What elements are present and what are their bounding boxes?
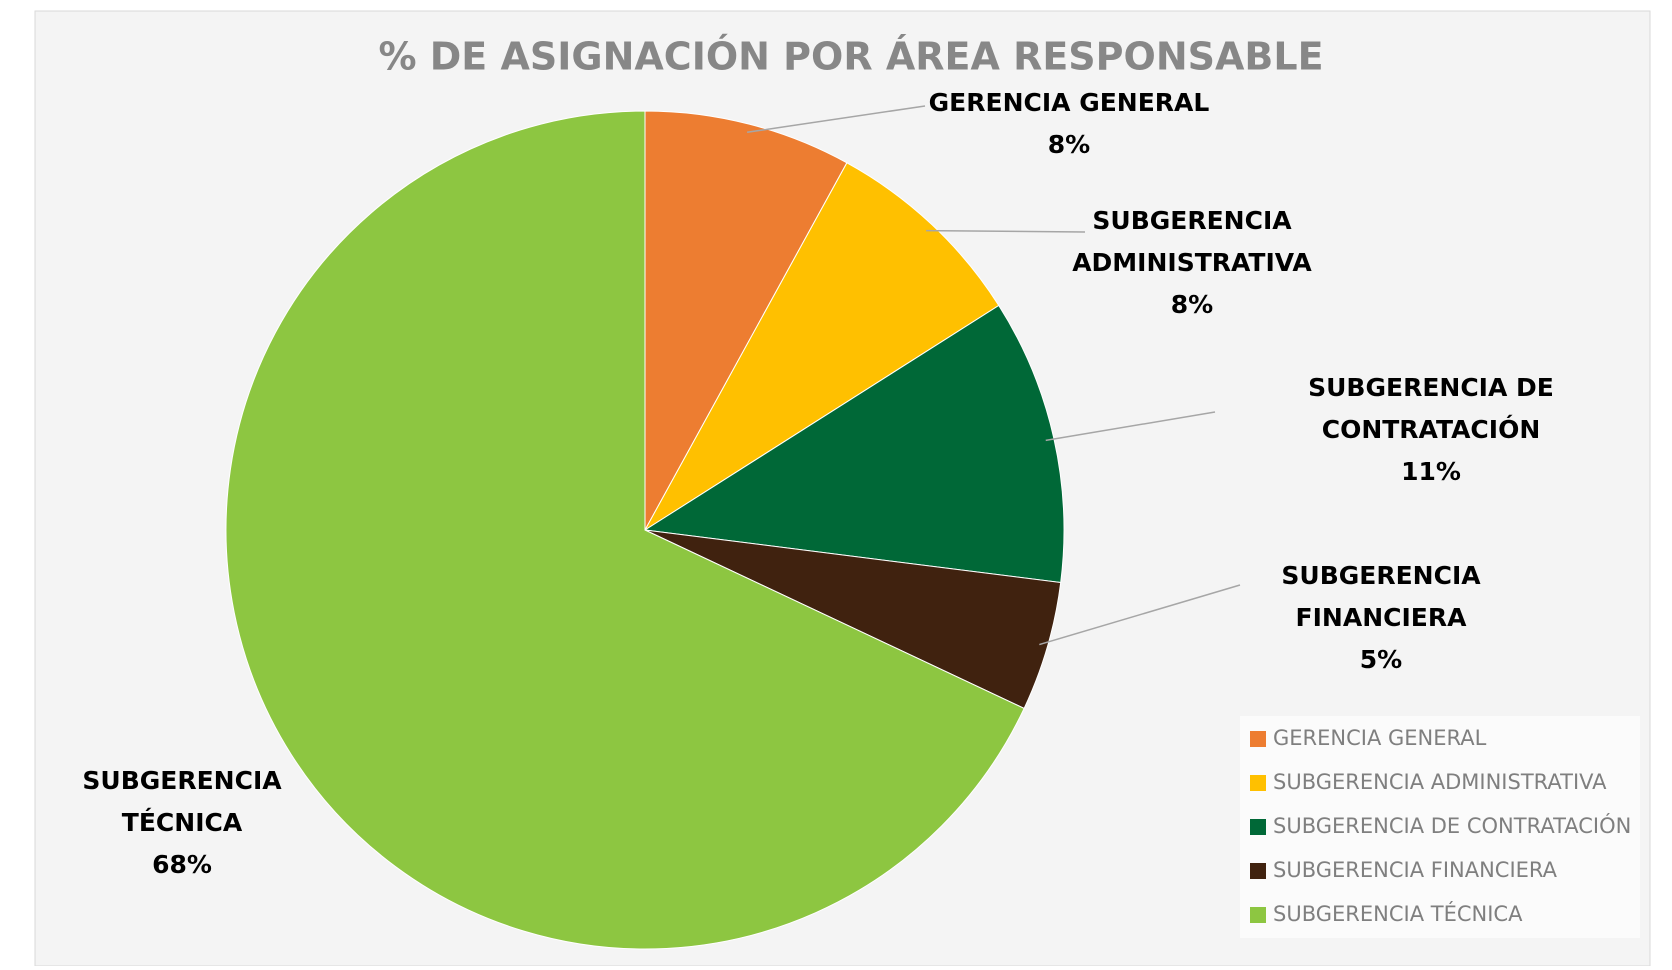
legend-label: GERENCIA GENERAL — [1273, 726, 1487, 750]
label-category: SUBGERENCIA DE CONTRATACIÓN — [1308, 373, 1554, 444]
pie-slice — [644, 162, 1000, 531]
label-category: SUBGERENCIA ADMINISTRATIVA — [1072, 206, 1312, 277]
label-category: SUBGERENCIA TÉCNICA — [82, 766, 282, 837]
leader-line — [747, 105, 926, 134]
data-label-box: GERENCIA GENERAL 8% — [859, 82, 1279, 166]
pie-slice — [225, 110, 1025, 950]
label-category: GERENCIA GENERAL — [928, 88, 1210, 117]
legend-label: SUBGERENCIA TÉCNICA — [1273, 901, 1523, 926]
data-label: SUBGERENCIA TÉCNICA 68% — [52, 760, 312, 886]
data-label-box: SUBGERENCIA TÉCNICA 68% — [52, 760, 312, 886]
legend-swatch — [1250, 731, 1266, 747]
legend-swatch — [1250, 863, 1266, 879]
leader-line — [1039, 584, 1241, 646]
label-value: 68% — [152, 850, 212, 879]
label-value: 5% — [1359, 645, 1403, 674]
legend-label: SUBGERENCIA DE CONTRATACIÓN — [1273, 813, 1631, 838]
legend-swatch — [1250, 775, 1266, 791]
label-category: SUBGERENCIA FINANCIERA — [1281, 561, 1481, 632]
label-value: 8% — [1047, 130, 1091, 159]
label-value: 8% — [1170, 290, 1214, 319]
data-label-box: SUBGERENCIA FINANCIERA 5% — [1251, 555, 1511, 681]
legend-swatch — [1250, 819, 1266, 835]
data-label-box: SUBGERENCIA ADMINISTRATIVA 8% — [1032, 200, 1352, 326]
leader-line — [926, 229, 1086, 233]
label-value: 11% — [1401, 457, 1461, 486]
data-label-box: SUBGERENCIA DE CONTRATACIÓN 11% — [1271, 367, 1591, 493]
data-label: SUBGERENCIA DE CONTRATACIÓN 11% — [1271, 367, 1591, 493]
legend-box — [1240, 716, 1640, 938]
pie-slice — [644, 110, 848, 531]
legend-label: SUBGERENCIA ADMINISTRATIVA — [1273, 770, 1607, 794]
data-label: GERENCIA GENERAL 8% — [859, 82, 1279, 166]
chart-title: % DE ASIGNACIÓN POR ÁREA RESPONSABLE — [378, 35, 1323, 79]
data-label: SUBGERENCIA ADMINISTRATIVA 8% — [1032, 200, 1352, 326]
legend-label: SUBGERENCIA FINANCIERA — [1273, 858, 1558, 882]
data-label: SUBGERENCIA FINANCIERA 5% — [1251, 555, 1511, 681]
leader-line — [1045, 411, 1216, 442]
legend-swatch — [1250, 907, 1266, 923]
